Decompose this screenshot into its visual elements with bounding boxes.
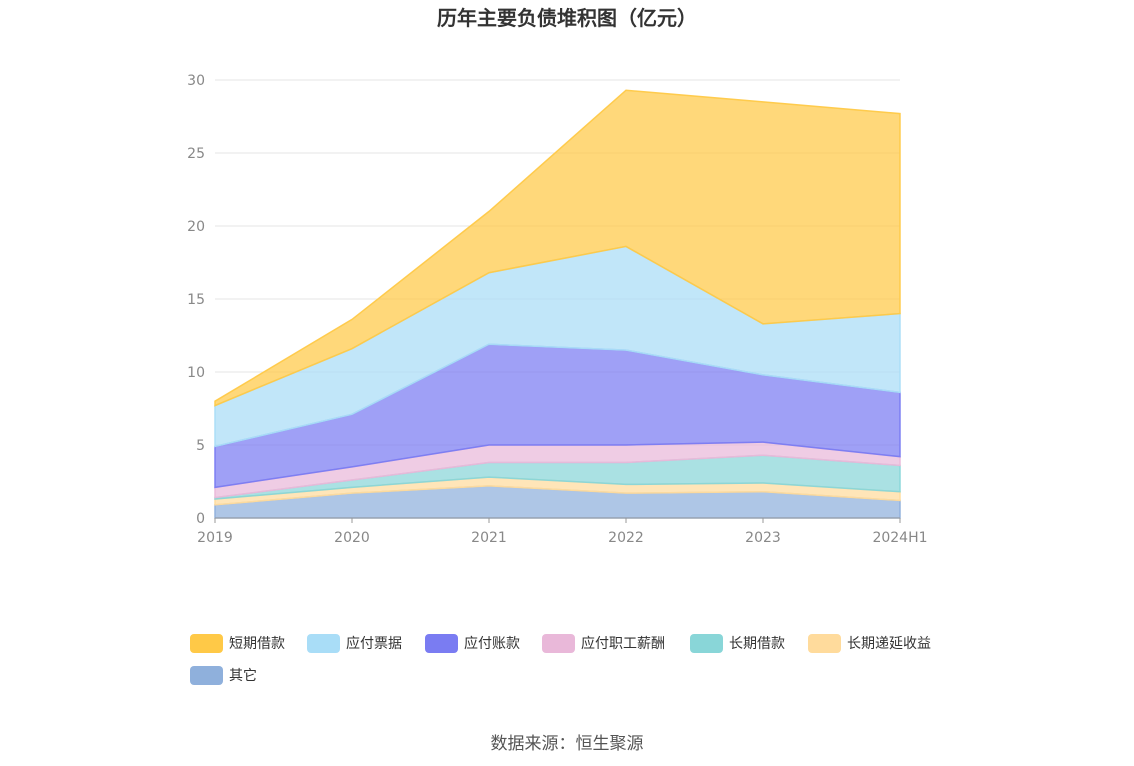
data-source-note: 数据来源：恒生聚源 [490, 734, 644, 754]
x-axis [214, 517, 901, 523]
legend-item[interactable]: 应付职工薪酬 [542, 632, 665, 654]
legend-swatch [307, 633, 340, 653]
x-axis-ticks: 2019 2020 2021 2022 2023 2024H1 [197, 530, 927, 546]
legend-label: 长期借款 [729, 636, 785, 652]
legend-label: 应付票据 [346, 636, 402, 652]
x-tick-label: 2019 [197, 530, 233, 546]
legend-label: 长期递延收益 [847, 636, 931, 652]
legend-item[interactable]: 长期递延收益 [808, 632, 931, 654]
y-tick-label: 30 [187, 73, 205, 89]
x-tick-label: 2020 [334, 530, 370, 546]
y-tick-label: 15 [187, 292, 205, 308]
legend-label: 短期借款 [229, 636, 285, 652]
x-tick-label: 2022 [608, 530, 644, 546]
y-tick-label: 0 [196, 511, 205, 527]
legend-item[interactable]: 其它 [190, 664, 257, 686]
area-series [214, 89, 901, 519]
legend-item[interactable]: 应付账款 [425, 632, 520, 654]
y-axis-ticks: 0 5 10 15 20 25 30 [187, 73, 205, 527]
legend-swatch [190, 665, 223, 685]
y-tick-label: 5 [196, 438, 205, 454]
x-tick-label: 2023 [745, 530, 781, 546]
legend-swatch [808, 633, 841, 653]
legend-item[interactable]: 应付票据 [307, 632, 402, 654]
stacked-area-chart: 0 5 10 15 20 25 30 2019 2020 2021 2022 2023 2024H1 [187, 73, 927, 546]
legend-swatch [542, 633, 575, 653]
y-tick-label: 25 [187, 146, 205, 162]
area-series-短期借款[interactable] [214, 89, 901, 407]
legend-label: 应付账款 [464, 636, 520, 652]
legend-item[interactable]: 长期借款 [690, 632, 785, 654]
chart-title: 历年主要负债堆积图（亿元） [437, 6, 697, 30]
legend-item[interactable]: 短期借款 [190, 632, 285, 654]
x-tick-label: 2024H1 [872, 530, 927, 546]
legend-swatch [190, 633, 223, 653]
legend-label: 应付职工薪酬 [581, 636, 665, 652]
legend-swatch [425, 633, 458, 653]
legend-swatch [690, 633, 723, 653]
x-tick-label: 2021 [471, 530, 507, 546]
legend-label: 其它 [229, 668, 257, 684]
y-tick-label: 20 [187, 219, 205, 235]
y-tick-label: 10 [187, 365, 205, 381]
